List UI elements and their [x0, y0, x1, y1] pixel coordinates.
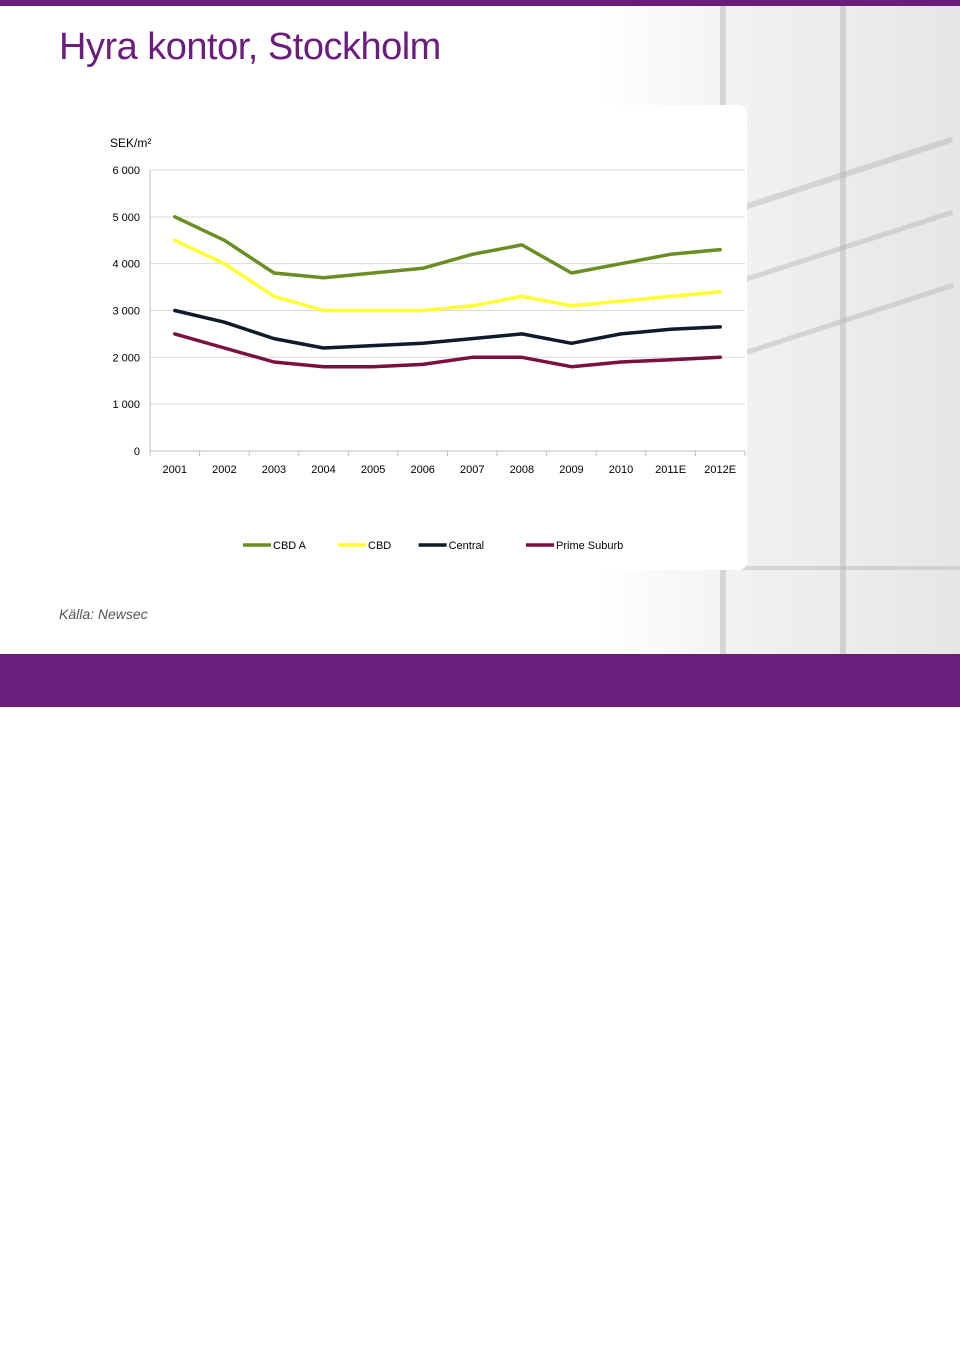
y-tick-label: 6 000 — [112, 165, 140, 177]
top-accent-bar — [0, 0, 960, 6]
bottom-brand-bar: Fabege — [0, 654, 960, 1351]
x-tick-label: 2005 — [361, 464, 385, 476]
series-line-cbd-a — [173, 215, 722, 280]
x-tick-label: 2010 — [609, 464, 633, 476]
x-tick-label: 2011E — [655, 464, 686, 476]
fabege-logo: Fabege — [838, 1317, 920, 1357]
x-tick-label: 2007 — [460, 464, 484, 476]
y-axis-label: SEK/m² — [110, 136, 151, 150]
legend-label: CBD A — [273, 540, 307, 552]
series-line-prime-suburb — [173, 332, 722, 369]
y-tick-label: 4 000 — [112, 259, 140, 271]
y-tick-label: 0 — [134, 446, 140, 458]
x-tick-label: 2012E — [704, 464, 736, 476]
y-tick-label: 2 000 — [112, 352, 140, 364]
x-tick-label: 2006 — [410, 464, 434, 476]
series-line-central — [173, 308, 722, 350]
x-tick-label: 2002 — [212, 464, 236, 476]
page-title: Hyra kontor, Stockholm — [59, 26, 441, 68]
line-chart: 0 1 000 2 000 3 000 4 000 5 000 6 000 SEK/m² 200… — [110, 136, 746, 552]
legend-label: CBD — [368, 540, 391, 552]
y-tick-label: 1 000 — [112, 399, 140, 411]
y-tick-label: 5 000 — [112, 212, 140, 224]
y-tick-label: 3 000 — [112, 306, 140, 318]
x-tick-label: 2009 — [559, 464, 583, 476]
key-icon — [894, 1318, 915, 1328]
source-note: Källa: Newsec — [59, 606, 148, 622]
x-tick-label: 2001 — [163, 464, 187, 476]
chart-panel: 0 1 000 2 000 3 000 4 000 5 000 6 000 SEK/m² 200… — [95, 105, 747, 570]
x-tick-label: 2004 — [311, 464, 335, 476]
legend-label: Central — [449, 540, 484, 552]
series-line-cbd — [173, 238, 722, 313]
legend-label: Prime Suburb — [556, 540, 623, 552]
x-tick-label: 2008 — [510, 464, 534, 476]
x-tick-label: 2003 — [262, 464, 286, 476]
